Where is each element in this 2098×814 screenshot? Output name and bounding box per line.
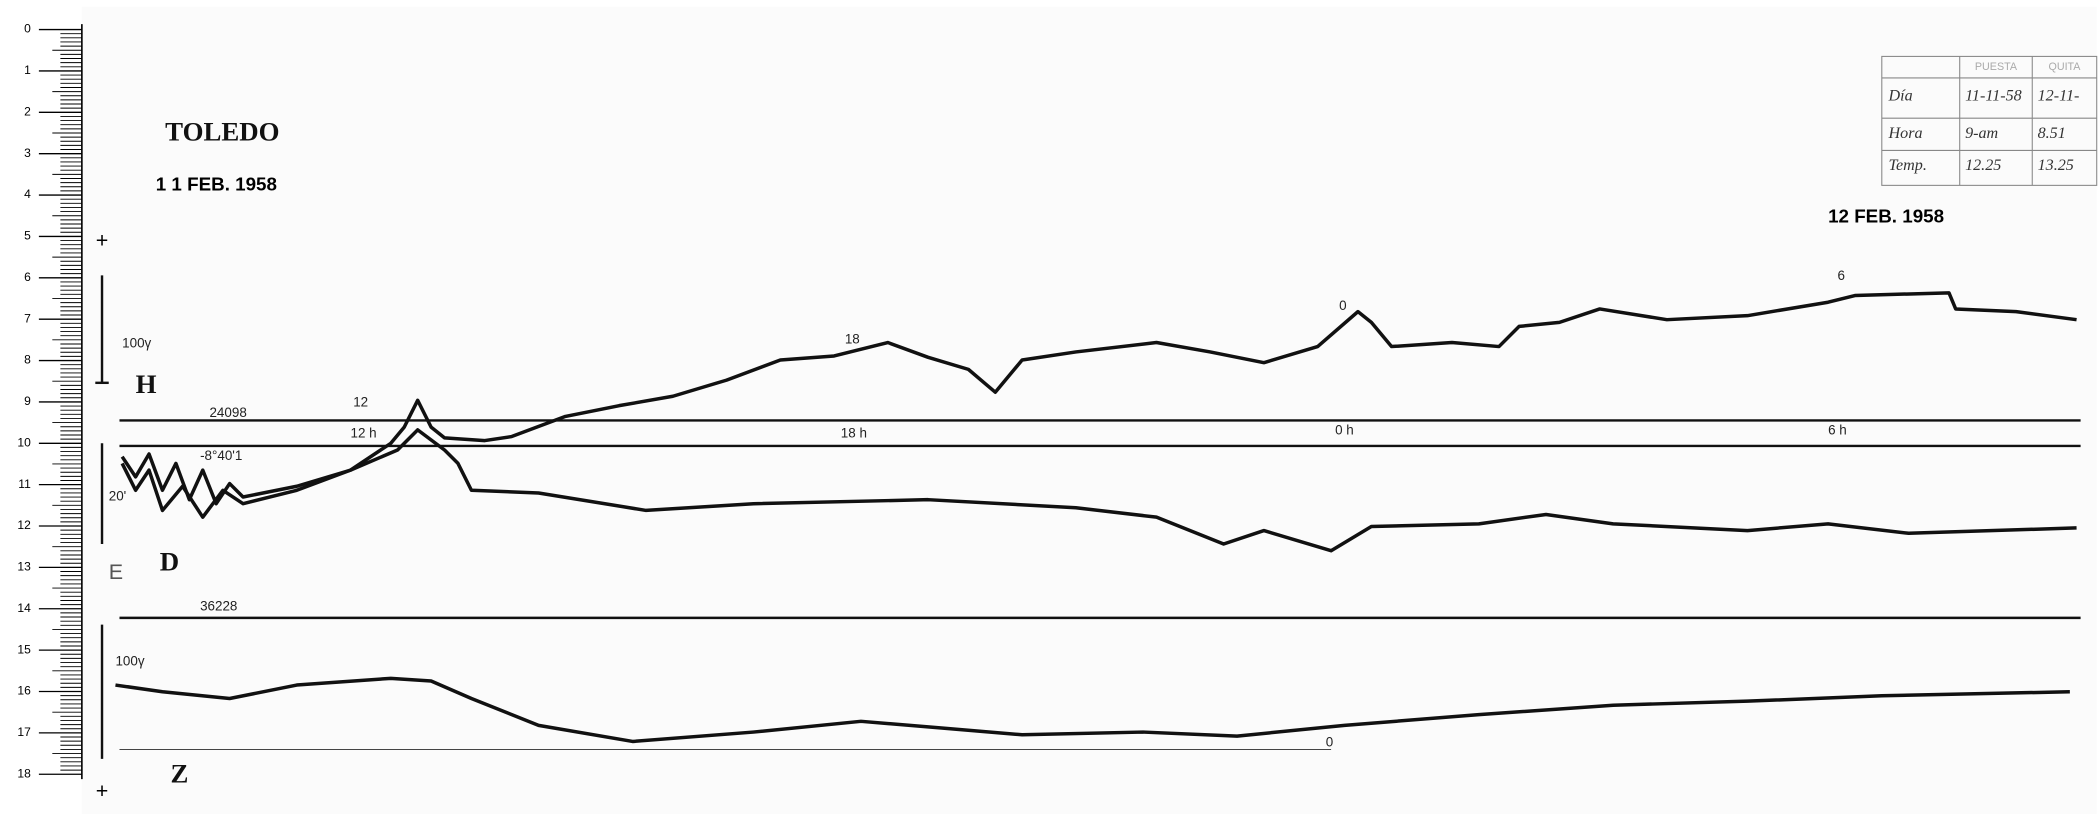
paper [81,6,2097,814]
ruler-label: 8 [24,353,31,367]
table-header: PUESTA [1975,61,2018,73]
ruler-label: 6 [24,270,31,284]
annotation: 36228 [200,599,237,614]
record-table [1881,55,2098,186]
z-trace [115,676,2070,744]
plus: + [96,228,109,252]
ruler-label: 7 [24,311,31,325]
table-frame [1881,55,2098,186]
table-row-label: Hora [1888,125,1923,142]
table-cell: 9-am [1965,125,1998,142]
ruler-label: 12 [17,518,31,532]
annotation: 6 h [1828,423,1847,438]
ruler-label: 11 [18,477,31,491]
table-cell: 13.25 [2038,157,2074,174]
start-date: 1 1 FEB. 1958 [156,173,277,194]
ruler-label: 4 [24,187,31,201]
station: TOLEDO [165,116,279,146]
table-cell: 12.25 [1965,157,2001,174]
ruler-label: 5 [24,229,31,243]
ruler-label: 16 [17,684,31,698]
h-trace [120,291,2077,506]
component-h: H [136,369,157,399]
ruler-label: 13 [17,560,31,574]
annotation: 12 h [351,425,377,440]
ruler-label: 17 [17,725,31,739]
table-cell: 12-11- [2038,87,2080,104]
table-header: QUITA [2048,61,2081,73]
ruler-label: 9 [24,394,31,408]
e-mark: E [109,560,123,584]
end-date: 12 FEB. 1958 [1828,206,1944,227]
ruler-label: 0 [24,22,31,36]
annotation: 18 [845,331,860,346]
scale-label: 20' [109,489,127,504]
annotation: 24098 [209,405,246,420]
ruler-label: 18 [17,766,31,780]
ruler-label: 10 [17,435,31,449]
ruler-label: 3 [24,146,31,160]
ruler-label: 14 [17,601,31,615]
component-d: D [160,546,179,576]
annotation: 12 [353,395,368,410]
component-z: Z [171,759,189,789]
table-row-label: Día [1888,87,1913,104]
annotation: 0 [1339,298,1346,313]
ruler-label: 15 [17,642,31,656]
scale-label: 100γ [122,335,151,350]
ruler-label: 2 [24,104,31,118]
annotation: 18 h [841,425,867,440]
annotation: -8°40'1 [200,448,242,463]
annotation: 0 h [1335,423,1354,438]
ruler-label: 1 [24,63,31,77]
table-cell: 11-11-58 [1965,87,2022,104]
annotation: 0 [1326,734,1333,749]
table-row-label: Temp. [1889,157,1927,174]
plus: + [96,779,109,803]
scale-label: 100γ [115,654,144,669]
annotation: 6 [1837,268,1844,283]
d-trace [120,428,2077,553]
table-cell: 8.51 [2038,125,2066,142]
